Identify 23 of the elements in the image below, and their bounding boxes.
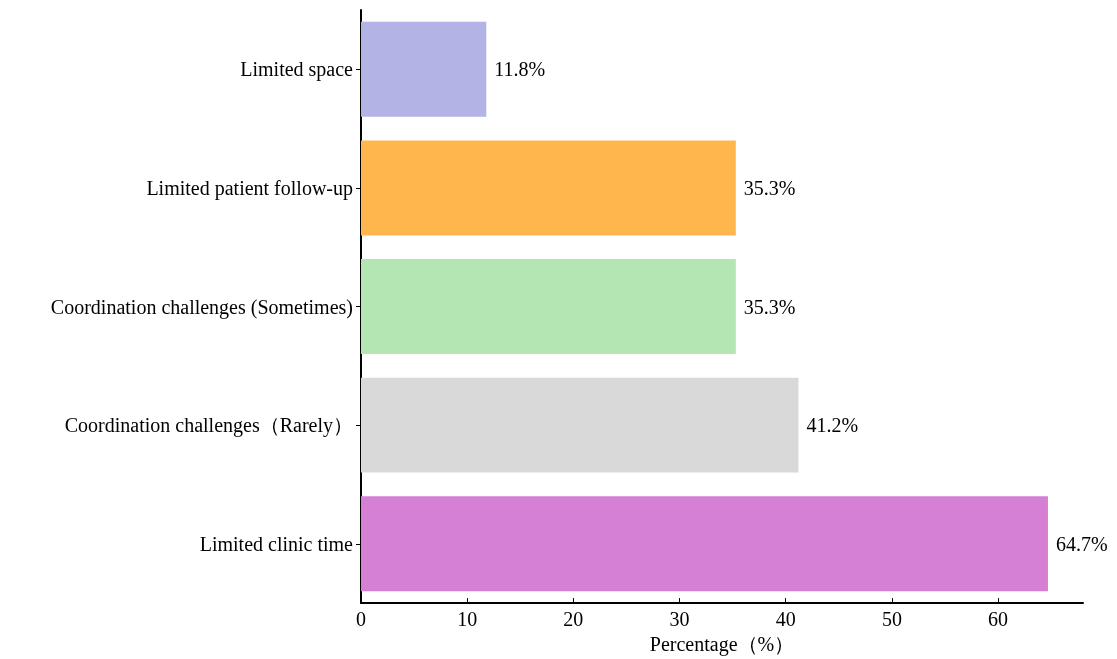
x-tick-label: 50 [881,608,902,631]
x-tick-label: 30 [669,608,690,631]
data-label: 35.3% [743,295,796,318]
x-tick-label: 20 [563,608,584,631]
x-axis-title: Percentage（%） [649,633,795,656]
data-label: 11.8% [494,58,546,81]
bar [361,496,1048,592]
y-tick-label: Coordination challenges（Rarely） [64,414,353,438]
y-tick-label: Limited space [240,58,354,82]
x-tick-label: 10 [457,608,478,631]
x-tick-label: 60 [988,608,1009,631]
y-tick-label: Limited patient follow-up [146,176,353,200]
data-label: 64.7% [1055,532,1108,555]
bar [361,21,487,117]
bar [361,377,799,473]
y-tick-label: Coordination challenges (Sometimes) [50,295,353,319]
data-label: 41.2% [806,414,859,437]
y-tick-label: Limited clinic time [199,532,354,555]
data-label: 35.3% [743,176,796,199]
bar [361,140,736,236]
bar [361,259,736,354]
x-tick-label: 40 [775,608,796,631]
x-tick-label: 0 [356,608,366,631]
